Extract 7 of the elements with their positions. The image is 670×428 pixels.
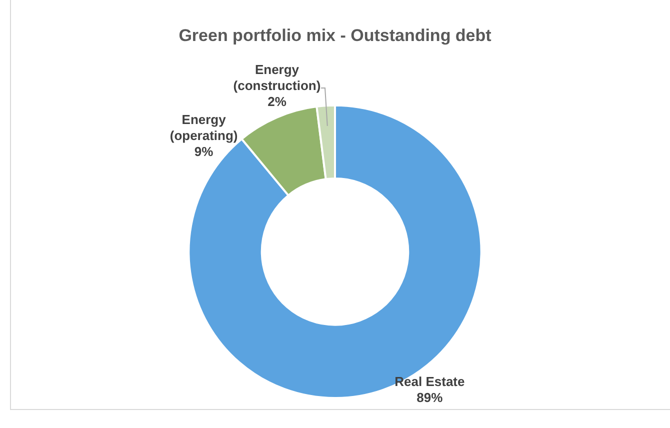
slice-label: Energy (construction): [233, 62, 321, 93]
slice-label: Energy (operating): [170, 112, 238, 143]
slice-label: Real Estate: [394, 374, 465, 390]
data-label: 9%: [194, 144, 214, 159]
chart-title: Green portfolio mix - Outstanding debt: [178, 26, 492, 45]
data-label: 2%: [268, 94, 287, 109]
data-label: 89%: [416, 390, 444, 406]
